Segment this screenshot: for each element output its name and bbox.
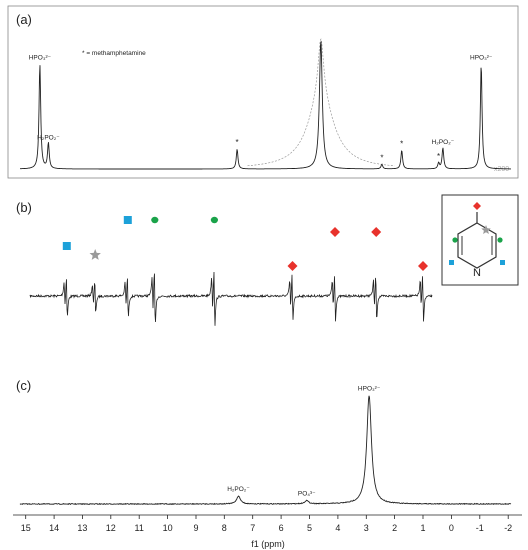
- x-tick-label: 8: [222, 523, 227, 533]
- inset-star-marker: [481, 225, 491, 234]
- panel-a-label: (a): [16, 12, 32, 27]
- square-marker: [62, 242, 71, 250]
- inset-square-marker: [500, 260, 505, 265]
- panel-c-peak-labels: H₂PO₂⁻ PO₄³⁻ HPO₃²⁻: [227, 386, 381, 498]
- pyridine-inset: N: [441, 194, 519, 286]
- panel-a-scale-note: x200: [494, 166, 509, 173]
- diamond-marker: [330, 227, 340, 237]
- panel-a-legend-note: * = methamphetamine: [82, 50, 146, 57]
- x-tick-label: 12: [106, 523, 116, 533]
- pyridine-ring: [457, 222, 497, 269]
- panel-c-label: (c): [16, 378, 31, 393]
- inset-circle-marker: [497, 237, 503, 243]
- x-axis-title: f1 (ppm): [251, 539, 285, 549]
- circle-marker: [210, 216, 218, 224]
- panel-c-spectrum-trace: [19, 395, 512, 506]
- peak-label: HPO₃²⁻: [470, 55, 493, 62]
- x-tick-label: 3: [364, 523, 369, 533]
- panel-b: (b) N: [16, 194, 519, 326]
- peak-label: H₂PO₂⁻: [227, 486, 250, 493]
- panel-b-spectrum-trace: [29, 271, 433, 326]
- diamond-marker: [418, 261, 428, 271]
- peak-label: HPO₃²⁻: [358, 386, 381, 393]
- peak-label: *: [437, 152, 440, 161]
- panel-a-peak-labels: HPO₃²⁻ H₂PO₂⁻ * * * * H₂PO₂⁻ HPO₃²⁻: [29, 55, 493, 163]
- star-marker: [89, 249, 101, 260]
- inset-diamond-marker: [473, 202, 481, 210]
- x-axis-ticks: 15 14 13 12 11 10 9 8 7 6 5 4 3 2 1 0 -1 -2: [21, 515, 512, 533]
- panel-b-markers: [62, 216, 428, 271]
- x-tick-label: 2: [392, 523, 397, 533]
- nitrogen-label: N: [473, 267, 481, 279]
- peak-label: *: [400, 139, 403, 148]
- peak-label: *: [236, 138, 239, 147]
- panel-c: (c) H₂PO₂⁻PO₄³⁻HPO₃²⁻ 15 14 13 12 11 10 9 8 7 6 5 4…: [13, 378, 522, 549]
- x-tick-label: 14: [49, 523, 59, 533]
- peak-label: HPO₃²⁻: [29, 55, 52, 62]
- panel-b-label: (b): [16, 200, 32, 215]
- diamond-marker: [287, 261, 298, 271]
- circle-marker: [151, 216, 159, 224]
- x-tick-label: 9: [193, 523, 198, 533]
- panel-a-spectrum-trace: [20, 41, 511, 170]
- x-tick-label: 7: [250, 523, 255, 533]
- peak-label: H₂PO₂⁻: [37, 134, 60, 141]
- panel-a: (a) * = methamphetamine x200 HPO₃²⁻ H₂PO₂…: [7, 5, 519, 179]
- panel-a-scaled-trace: [247, 38, 395, 167]
- peak-label: H₂PO₂⁻: [432, 139, 455, 146]
- x-tick-label: -1: [476, 523, 484, 533]
- x-tick-label: 11: [135, 523, 144, 533]
- x-tick-label: 1: [420, 523, 425, 533]
- x-tick-label: 4: [335, 523, 340, 533]
- peak-label: PO₄³⁻: [298, 491, 316, 498]
- peak-label: *: [380, 153, 383, 162]
- inset-circle-marker: [452, 237, 458, 243]
- x-tick-label: -2: [504, 523, 512, 533]
- x-tick-label: 15: [21, 523, 31, 533]
- inset-square-marker: [449, 260, 454, 265]
- x-tick-label: 10: [163, 523, 173, 533]
- x-tick-label: 6: [279, 523, 284, 533]
- square-marker: [123, 216, 132, 224]
- x-tick-label: 0: [449, 523, 454, 533]
- x-tick-label: 5: [307, 523, 312, 533]
- x-tick-label: 13: [77, 523, 87, 533]
- diamond-marker: [371, 227, 382, 237]
- panel-a-frame: [7, 5, 519, 179]
